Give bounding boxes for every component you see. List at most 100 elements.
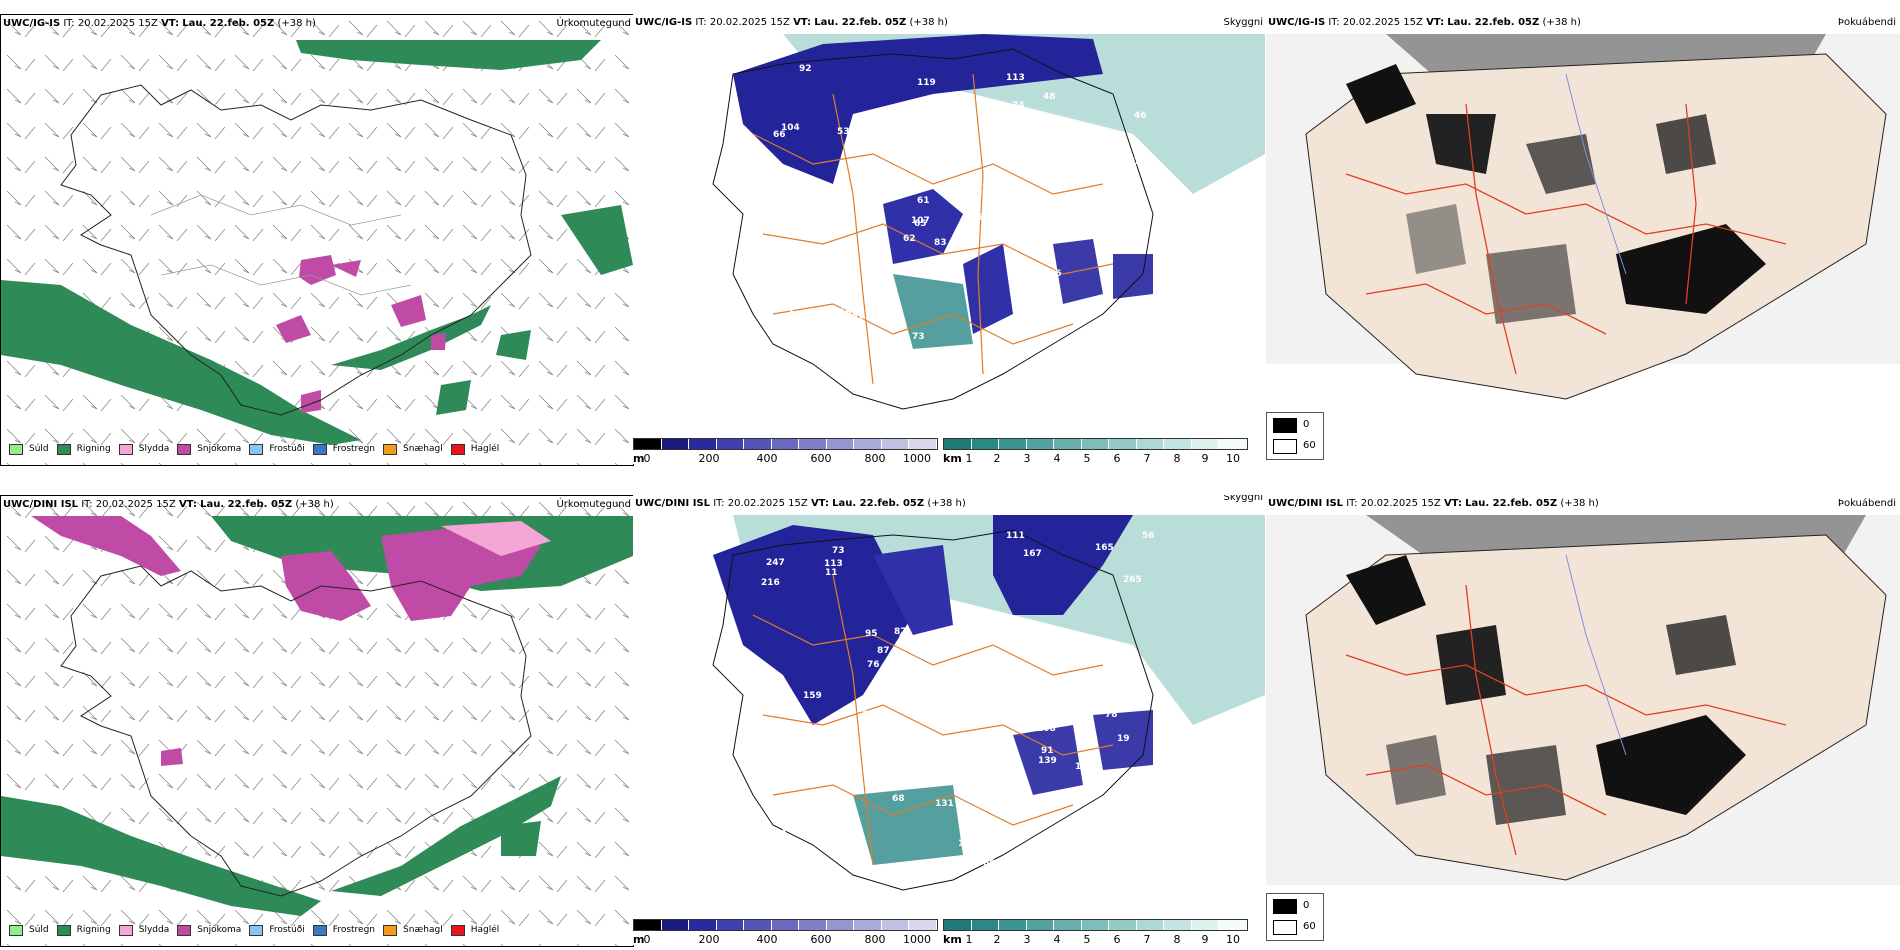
cloud-base-label: 87 [877, 646, 890, 656]
legend-item: Frostúði [249, 443, 305, 455]
legend-item: Snæhagl [383, 443, 443, 455]
cloud-base-label: 110 [937, 127, 956, 137]
panel-title: UWC/DINI ISL IT: 20.02.2025 15Z VT: Lau.… [635, 498, 966, 509]
cloud-map: 108 78 61 73 44 62 75 167 95 60 216 202 247 108 68 97 12… [712, 515, 1265, 891]
fog-legend: 0 60 [1266, 412, 1324, 460]
panel-subtitle: Úrkomutegund [556, 18, 631, 29]
cloud-base-label: 127 [958, 839, 977, 849]
cloud-base-label: 104 [781, 123, 800, 133]
ceiling-ticks: 0 200 400 600 800 1000 [643, 452, 932, 464]
legend-item: Rigning [56, 924, 111, 936]
cloud-base-label: 265 [1123, 575, 1142, 585]
cloud-base-label: 48 [976, 187, 989, 197]
ceiling-unit: m [633, 933, 645, 945]
cloud-base-label: 111 [1006, 531, 1025, 541]
cloud-base-label: 87 [894, 627, 907, 637]
colorbar-swatch [1109, 920, 1137, 930]
colorbar-swatch [999, 920, 1027, 930]
cloud-base-label: 56 [1142, 531, 1155, 541]
colorbar-swatch [971, 920, 1000, 930]
fog-panel-row1: UWC/IG-IS IT: 20.02.2025 15Z VT: Lau. 22… [1266, 14, 1900, 464]
colorbar-swatch [689, 439, 717, 449]
legend-swatch [450, 924, 465, 936]
cloud-base-label: 98 [769, 706, 782, 716]
cloud-base-label: 12 [856, 705, 869, 715]
panel-subtitle: Þokuábendi [1837, 498, 1896, 509]
cloud-base-label: 65 [914, 219, 927, 229]
legend-swatch [9, 443, 23, 455]
colorbar-swatch [909, 920, 938, 930]
legend-swatch [249, 443, 264, 455]
cloud-base-label: 202 [761, 694, 780, 704]
colorbar-swatch [799, 920, 827, 930]
cloud-base-label: 48 [1043, 92, 1056, 102]
cloud-base-label: 44 [899, 631, 912, 641]
legend-item: Frostúði [249, 924, 305, 936]
panel-title: UWC/DINI ISL IT: 20.02.2025 15Z VT: Lau.… [3, 499, 334, 510]
colorbar-swatch [854, 920, 882, 930]
legend-item: Snæhagl [383, 924, 443, 936]
precip-legend: Súld Rigning Slydda Snjókoma Frostúði Fr… [1, 439, 499, 459]
cloud-base-label: 65 [775, 198, 788, 208]
colorbar-swatch [634, 920, 662, 930]
cloud-base-label: 165 [1095, 543, 1114, 553]
cloud-base-label: 60 [983, 859, 996, 869]
colorbar-swatch [1026, 920, 1055, 930]
ceiling-colorbar: m 0 200 400 600 800 1000 [633, 919, 938, 945]
cloud-base-label: 247 [766, 558, 785, 568]
cloud-base-label: 46 [1134, 111, 1147, 121]
cloud-base-label: 19 [1117, 734, 1130, 744]
cloud-base-label: 66 [773, 130, 786, 140]
colorbar-swatch [944, 920, 972, 930]
ceiling-bar-swatches [633, 438, 938, 450]
cloud-base-label: 73 [832, 546, 845, 556]
cloud-base-label: 61 [775, 829, 788, 839]
ceiling-colorbar: m 0 200 400 600 800 1000 [633, 438, 938, 464]
precip-legend: Súld Rigning Slydda Snjókoma Frostúði Fr… [1, 920, 499, 940]
panel-subtitle: Þokuábendi [1837, 17, 1896, 28]
legend-item: Snjókoma [177, 924, 241, 936]
colorbar-swatch [799, 439, 827, 449]
cloud-base-label: 124 [1075, 762, 1094, 772]
cloud-base-label: 73 [1134, 157, 1147, 167]
fog-legend-swatch [1273, 920, 1297, 935]
cloud-base-label: 167 [1023, 549, 1042, 559]
visibility-colorbar: km 1 2 3 4 5 6 7 8 9 10 [943, 919, 1248, 945]
colorbar-swatch [999, 439, 1027, 449]
cloud-base-label: 145 [925, 127, 944, 137]
cloud-base-label: 109 [915, 126, 934, 136]
colorbar-swatch [1164, 920, 1192, 930]
cloud-base-label: 76 [1049, 269, 1062, 279]
colorbar-swatch [744, 920, 772, 930]
colorbar-swatch [826, 920, 855, 930]
colorbar-swatch [854, 439, 882, 449]
colorbar-swatch [881, 920, 910, 930]
colorbar-swatch [771, 920, 800, 930]
cloud-panel-row2: UWC/DINI ISL IT: 20.02.2025 15Z VT: Lau.… [633, 495, 1265, 945]
legend-item: Frostregn [312, 924, 375, 936]
legend-swatch [450, 443, 465, 455]
cloud-base-label: 74 [1012, 101, 1025, 111]
cloud-base-label: 92 [799, 64, 812, 74]
cloud-base-label: 11 [796, 382, 809, 392]
legend-item: Slydda [118, 924, 169, 936]
panel-title: UWC/IG-IS IT: 20.02.2025 15Z VT: Lau. 22… [3, 18, 316, 29]
fog-map [1266, 34, 1900, 400]
cloud-base-label: 101 [845, 313, 864, 323]
visibility-ticks: 1 2 3 4 5 6 7 8 9 10 [965, 933, 1241, 945]
cloud-base-label: 11 [825, 568, 838, 578]
cloud-base-label: 23 [1092, 376, 1105, 386]
colorbar-swatch [1109, 439, 1137, 449]
legend-swatch [312, 443, 327, 455]
fog-panel-row2: UWC/DINI ISL IT: 20.02.2025 15Z VT: Lau.… [1266, 495, 1900, 945]
cloud-base-label: 242 [982, 184, 1001, 194]
colorbar-swatch [1054, 439, 1082, 449]
cloud-base-label: 109 [743, 187, 762, 197]
cloud-base-label: 108 [1116, 829, 1135, 839]
cloud-base-label: 61 [917, 196, 930, 206]
colorbar-swatch [689, 920, 717, 930]
cloud-base-label: 216 [761, 578, 780, 588]
cloud-base-label: 159 [803, 691, 822, 701]
fog-map [1266, 515, 1900, 885]
visibility-bar-swatches [943, 919, 1248, 931]
